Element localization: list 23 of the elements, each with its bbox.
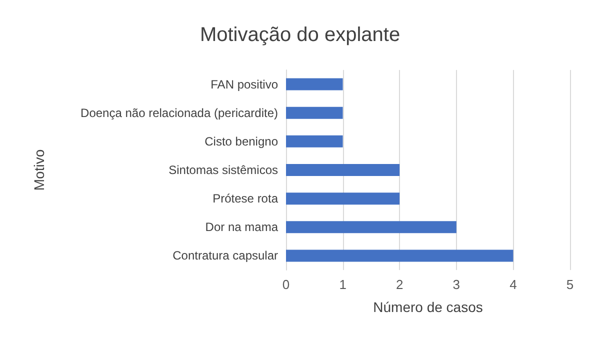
y-tick-label: Doença não relacionada (pericardite) (80, 106, 278, 120)
bar (286, 250, 514, 262)
y-axis-title: Motivo (31, 149, 47, 191)
x-tick-label: 3 (452, 277, 460, 292)
y-tick-label: Sintomas sistêmicos (168, 163, 278, 177)
y-tick-label: Dor na mama (205, 220, 278, 234)
y-tick-label: FAN positivo (210, 77, 278, 92)
bar (286, 106, 343, 119)
x-tick-label: 2 (396, 277, 404, 292)
bar (286, 135, 343, 148)
bar (286, 78, 343, 90)
y-tick-label: Prótese rota (212, 192, 278, 206)
x-tick-label: 4 (510, 277, 517, 292)
y-tick-label: Cisto benigno (204, 134, 278, 148)
bar (286, 192, 400, 205)
x-tick-label: 1 (339, 277, 346, 292)
bar (286, 164, 400, 176)
bar (286, 221, 456, 234)
x-tick-label: 5 (566, 277, 574, 292)
chart-title: Motivação do explante (200, 24, 400, 46)
x-tick-label: 0 (282, 277, 290, 292)
y-tick-label: Contratura capsular (172, 248, 278, 263)
x-axis-title: Número de casos (373, 299, 483, 315)
